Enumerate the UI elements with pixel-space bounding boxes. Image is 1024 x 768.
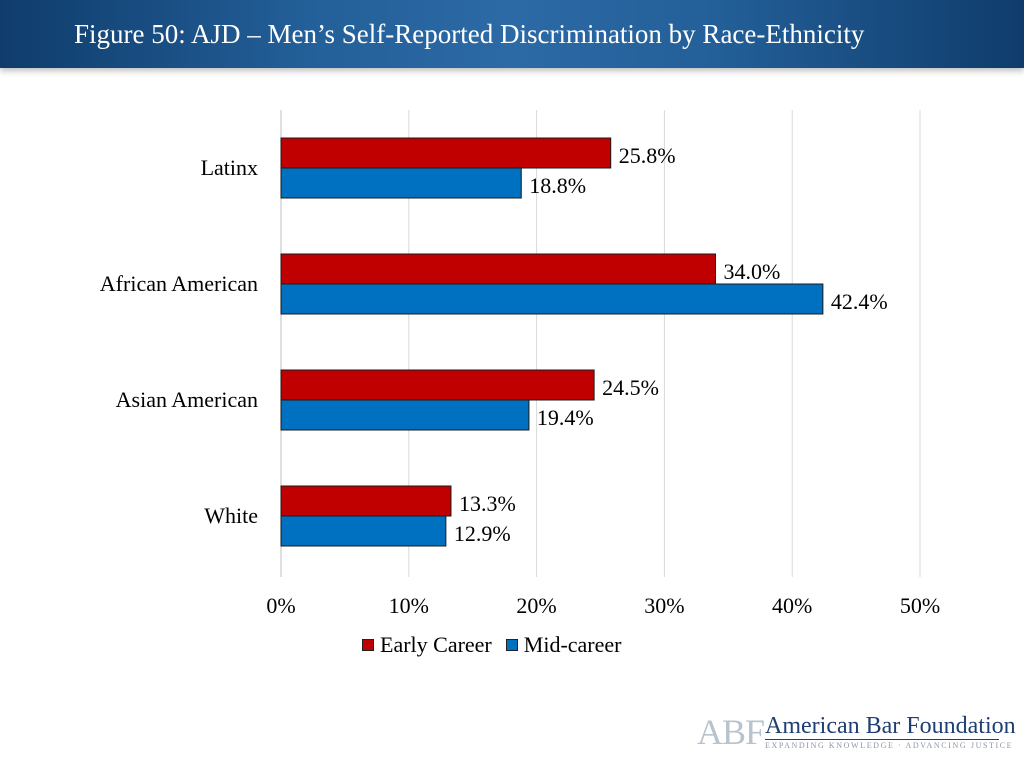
logo-name: American Bar Foundation (765, 713, 1016, 739)
bar-african-american-mid-career (280, 283, 824, 315)
bar-asian-american-early-career (280, 369, 595, 401)
category-label-latinx: Latinx (201, 155, 258, 180)
x-tick-label-0: 0% (266, 593, 295, 618)
category-label-white: White (204, 503, 258, 528)
logo-abbreviation: ABF (697, 712, 765, 752)
bar-white-mid-career (280, 515, 447, 547)
legend-label-mid-career: Mid-career (523, 632, 622, 657)
data-label-white-mid-career: 12.9% (454, 521, 511, 546)
x-tick-label-30: 30% (644, 593, 684, 618)
page-title: Figure 50: AJD – Men’s Self-Reported Dis… (74, 19, 865, 49)
data-label-african-american-early-career: 34.0% (724, 259, 781, 284)
category-label-asian-american: Asian American (116, 387, 258, 412)
bar-latinx-early-career (280, 137, 612, 169)
data-label-latinx-early-career: 25.8% (619, 143, 676, 168)
x-tick-label-40: 40% (772, 593, 812, 618)
data-label-latinx-mid-career: 18.8% (529, 173, 586, 198)
x-tick-label-50: 50% (900, 593, 940, 618)
legend-swatch-mid-career (505, 639, 518, 651)
legend-item-early-career: Early Career (362, 632, 492, 658)
logo-tagline: EXPANDING KNOWLEDGE · ADVANCING JUSTICE (765, 741, 1014, 750)
legend-swatch-early-career (362, 639, 374, 651)
data-label-asian-american-early-career: 24.5% (602, 375, 659, 400)
abf-logo: ABF American Bar Foundation EXPANDING KN… (697, 712, 1016, 752)
data-label-african-american-mid-career: 42.4% (831, 289, 888, 314)
bar-african-american-early-career (280, 253, 717, 285)
bar-white-early-career (280, 485, 452, 517)
category-label-african-american: African American (100, 271, 258, 296)
bar-latinx-mid-career (280, 167, 522, 199)
data-label-asian-american-mid-career: 19.4% (537, 405, 594, 430)
bar-asian-american-mid-career (280, 399, 530, 431)
chart-legend: Early Career Mid-career (362, 632, 635, 658)
data-label-white-early-career: 13.3% (459, 491, 516, 516)
logo-divider (765, 739, 999, 740)
title-banner: Figure 50: AJD – Men’s Self-Reported Dis… (0, 0, 1024, 68)
x-tick-label-10: 10% (389, 593, 429, 618)
legend-item-mid-career: Mid-career (505, 632, 622, 658)
x-tick-label-20: 20% (516, 593, 556, 618)
legend-label-early-career: Early Career (380, 632, 492, 657)
